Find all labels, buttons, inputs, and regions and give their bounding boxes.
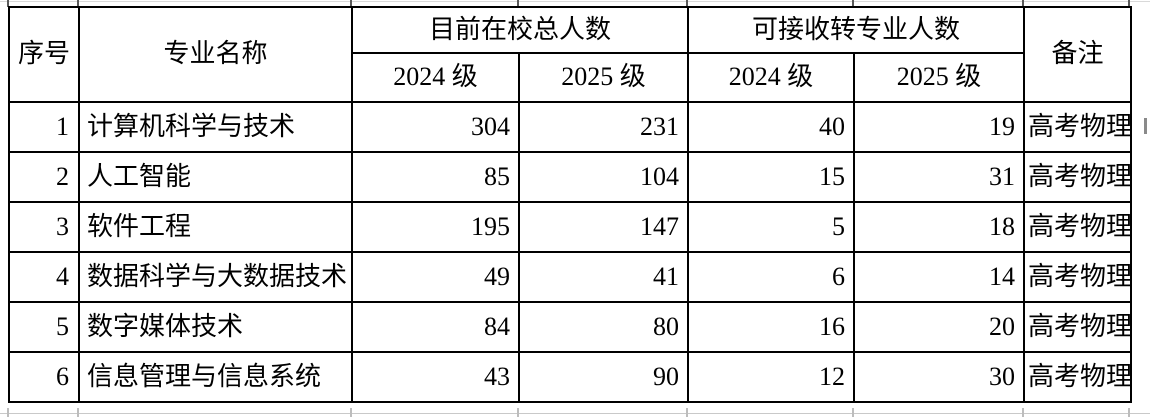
majors-table: 序号 专业名称 目前在校总人数 可接收转专业人数 备注 2024 级 2025 …: [8, 6, 1133, 403]
table-row: 5 数字媒体技术 84 80 16 20 高考物理: [8, 301, 1133, 353]
gridline-stub: [77, 0, 79, 7]
cell-transfer-2024: 6: [687, 251, 856, 303]
cell-serial: 4: [8, 251, 80, 303]
cell-transfer-2025: 20: [853, 301, 1026, 353]
gridline-stub: [517, 408, 519, 417]
cell-current-2025: 147: [517, 201, 690, 253]
cropped-gridline-top: [0, 1, 1150, 2]
cell-transfer-2024: 5: [687, 201, 856, 253]
cell-current-2025: 90: [517, 351, 690, 403]
cell-remark: 高考物理: [1023, 101, 1133, 153]
cell-major-name: 数字媒体技术: [78, 301, 353, 353]
cell-major-name: 软件工程: [78, 201, 353, 253]
cell-transfer-2025: 19: [853, 101, 1026, 153]
cell-transfer-2024: 16: [687, 301, 856, 353]
header-current-2025: 2025 级: [517, 52, 690, 103]
cell-current-2024: 304: [351, 101, 520, 153]
cell-serial: 1: [8, 101, 80, 153]
table-header-row-2: 2024 级 2025 级 2024 级 2025 级: [9, 52, 1131, 103]
header-serial: 序号: [8, 6, 80, 103]
cell-transfer-2025: 31: [853, 151, 1026, 203]
cell-serial: 6: [8, 351, 80, 403]
gridline-stub: [1128, 0, 1130, 7]
cell-major-name: 数据科学与大数据技术: [78, 251, 353, 303]
table-row: 3 软件工程 195 147 5 18 高考物理: [8, 201, 1133, 253]
cell-serial: 3: [8, 201, 80, 253]
cell-current-2025: 80: [517, 301, 690, 353]
gridline-stub: [7, 0, 9, 7]
cell-remark: 高考物理: [1023, 301, 1133, 353]
cropped-gridline-bottom: [0, 413, 1150, 414]
gridline-stub: [77, 408, 79, 417]
cell-transfer-2024: 15: [687, 151, 856, 203]
cell-remark: 高考物理: [1023, 251, 1133, 303]
table-row: 2 人工智能 85 104 15 31 高考物理: [8, 151, 1133, 203]
cell-current-2024: 49: [351, 251, 520, 303]
gridline-stub: [350, 0, 352, 7]
edge-artifact: [1144, 118, 1147, 134]
header-current-2024: 2024 级: [351, 52, 520, 103]
gridline-stub: [1022, 408, 1024, 417]
table-header-row-1: 序号 专业名称 目前在校总人数 可接收转专业人数 备注: [8, 6, 1133, 103]
table-row: 1 计算机科学与技术 304 231 40 19 高考物理: [8, 101, 1133, 153]
gridline-stub: [686, 408, 688, 417]
cell-current-2024: 195: [351, 201, 520, 253]
cell-transfer-2024: 12: [687, 351, 856, 403]
cell-remark: 高考物理: [1023, 201, 1133, 253]
cell-remark: 高考物理: [1023, 351, 1133, 403]
cell-current-2025: 104: [517, 151, 690, 203]
cell-current-2025: 231: [517, 101, 690, 153]
cell-serial: 2: [8, 151, 80, 203]
gridline-stub: [517, 0, 519, 7]
header-current-enrolled: 目前在校总人数: [350, 6, 690, 54]
gridline-stub: [686, 0, 688, 7]
gridline-stub: [852, 408, 854, 417]
cell-current-2025: 41: [517, 251, 690, 303]
header-transfer-2024: 2024 级: [687, 52, 856, 103]
header-major-name: 专业名称: [78, 6, 353, 103]
cell-major-name: 人工智能: [78, 151, 353, 203]
header-transfer-capacity: 可接收转专业人数: [687, 6, 1026, 54]
gridline-stub: [1022, 0, 1024, 7]
cell-remark: 高考物理: [1023, 151, 1133, 203]
header-transfer-2025: 2025 级: [853, 52, 1026, 103]
cell-transfer-2025: 30: [853, 351, 1026, 403]
cell-transfer-2024: 40: [687, 101, 856, 153]
cell-current-2024: 85: [351, 151, 520, 203]
cell-current-2024: 84: [351, 301, 520, 353]
gridline-stub: [852, 0, 854, 7]
cell-transfer-2025: 14: [853, 251, 1026, 303]
cell-major-name: 计算机科学与技术: [78, 101, 353, 153]
cell-transfer-2025: 18: [853, 201, 1026, 253]
gridline-stub: [7, 408, 9, 417]
table-row: 4 数据科学与大数据技术 49 41 6 14 高考物理: [8, 251, 1133, 303]
cell-current-2024: 43: [351, 351, 520, 403]
cell-major-name: 信息管理与信息系统: [78, 351, 353, 403]
gridline-stub: [350, 408, 352, 417]
gridline-stub: [1128, 408, 1130, 417]
cell-serial: 5: [8, 301, 80, 353]
table-row: 6 信息管理与信息系统 43 90 12 30 高考物理: [8, 351, 1133, 403]
header-remarks: 备注: [1023, 6, 1133, 103]
